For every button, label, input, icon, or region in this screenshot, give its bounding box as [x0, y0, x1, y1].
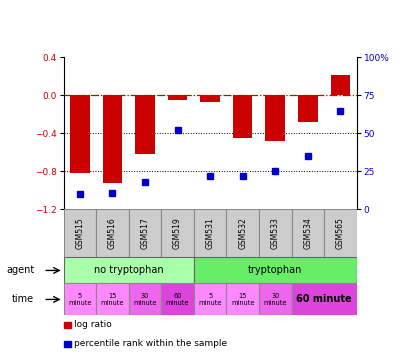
Bar — [135, 95, 154, 154]
Text: log ratio: log ratio — [74, 321, 112, 330]
Text: no tryptophan: no tryptophan — [94, 266, 163, 276]
Bar — [297, 95, 317, 122]
Text: 60 minute: 60 minute — [296, 295, 351, 305]
Text: 60
minute: 60 minute — [165, 293, 189, 306]
Bar — [161, 210, 193, 257]
Bar — [291, 283, 356, 316]
Text: 5
minute: 5 minute — [68, 293, 91, 306]
Text: tryptophan: tryptophan — [247, 266, 302, 276]
Text: GSM533: GSM533 — [270, 217, 279, 250]
Bar — [128, 210, 161, 257]
Text: GSM516: GSM516 — [108, 217, 117, 249]
Text: time: time — [12, 295, 34, 305]
Text: GSM519: GSM519 — [173, 217, 182, 249]
Text: GSM531: GSM531 — [205, 217, 214, 249]
Bar — [63, 257, 193, 283]
Text: GSM517: GSM517 — [140, 217, 149, 249]
Bar — [96, 283, 128, 316]
Bar — [193, 210, 226, 257]
Bar — [265, 95, 284, 141]
Text: 30
minute: 30 minute — [133, 293, 156, 306]
Bar — [258, 283, 291, 316]
Text: percentile rank within the sample: percentile rank within the sample — [74, 340, 227, 348]
Bar — [330, 75, 349, 95]
Text: GSM532: GSM532 — [238, 217, 247, 249]
Bar — [226, 210, 258, 257]
Bar — [70, 95, 90, 174]
Bar — [193, 283, 226, 316]
Bar — [102, 95, 122, 183]
Text: GSM565: GSM565 — [335, 217, 344, 250]
Bar — [96, 210, 128, 257]
Bar — [167, 95, 187, 100]
Text: 15
minute: 15 minute — [101, 293, 124, 306]
Text: 15
minute: 15 minute — [230, 293, 254, 306]
Text: agent: agent — [6, 266, 34, 276]
Text: GSM515: GSM515 — [75, 217, 84, 249]
Bar — [232, 95, 252, 138]
Text: 5
minute: 5 minute — [198, 293, 221, 306]
Bar — [128, 283, 161, 316]
Bar — [63, 210, 96, 257]
Bar — [200, 95, 219, 102]
Bar — [193, 257, 356, 283]
Text: GSM534: GSM534 — [303, 217, 312, 250]
Bar — [63, 283, 96, 316]
Bar — [161, 283, 193, 316]
Bar — [291, 210, 324, 257]
Text: 30
minute: 30 minute — [263, 293, 286, 306]
Bar — [258, 210, 291, 257]
Bar — [324, 210, 356, 257]
Bar — [226, 283, 258, 316]
